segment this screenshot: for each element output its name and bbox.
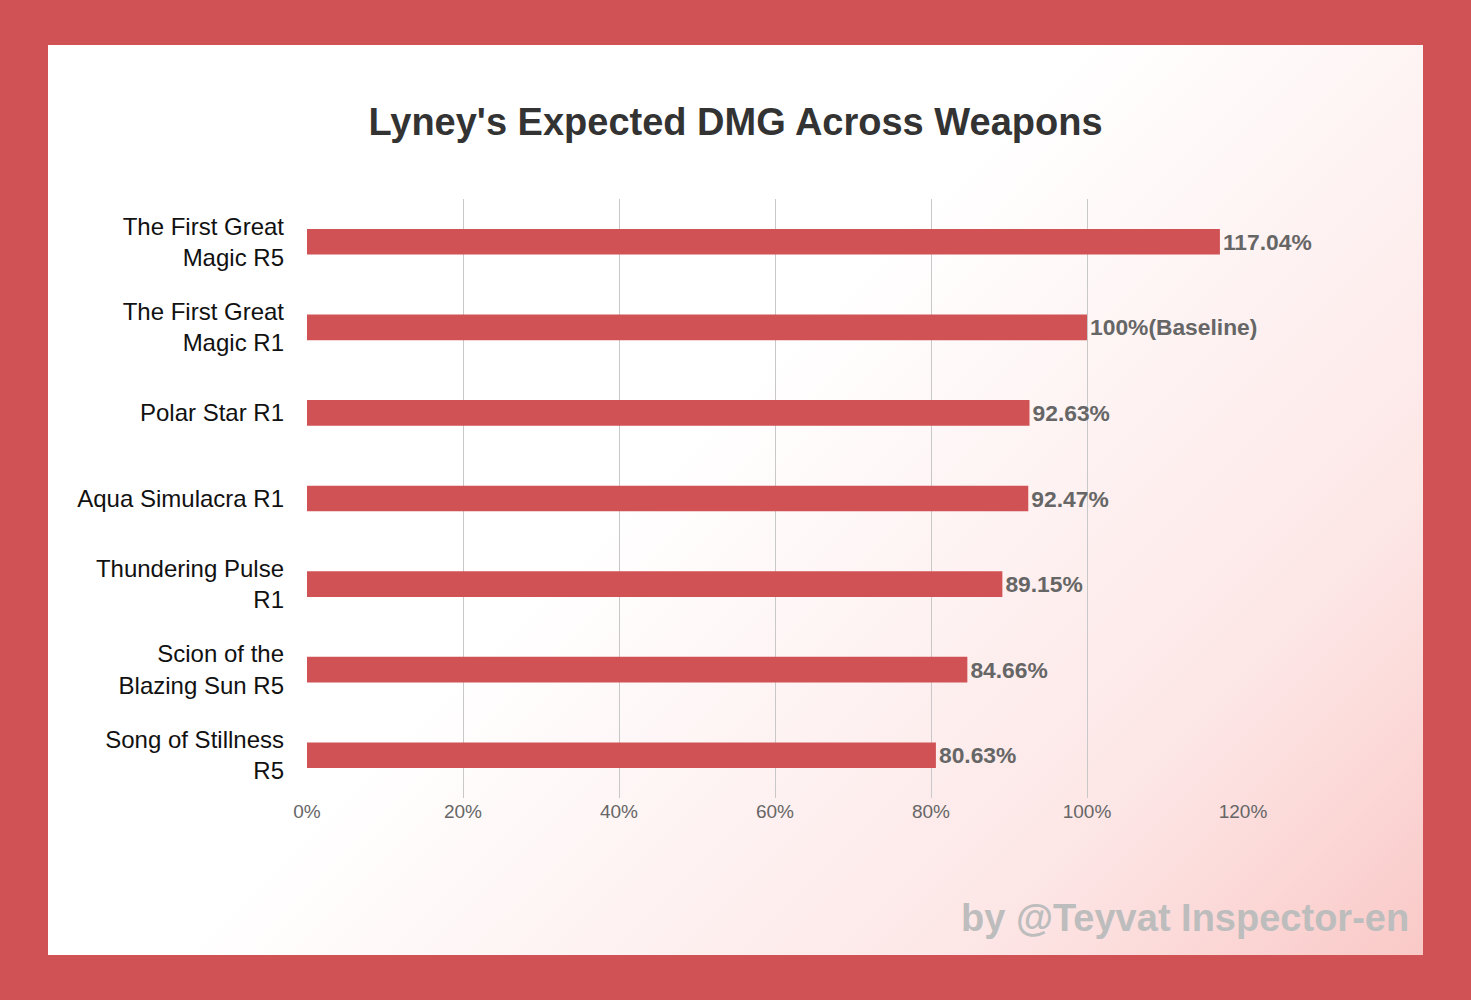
svg-text:by @Teyvat Inspector-en: by @Teyvat Inspector-en — [961, 897, 1409, 939]
svg-text:80%: 80% — [912, 801, 950, 822]
svg-text:120%: 120% — [1219, 801, 1268, 822]
svg-text:Polar Star R1: Polar Star R1 — [140, 399, 284, 426]
svg-text:The First GreatMagic R5: The First GreatMagic R5 — [123, 213, 285, 271]
svg-text:Thundering PulseR1: Thundering PulseR1 — [96, 555, 284, 613]
svg-text:Song of StillnessR5: Song of StillnessR5 — [105, 726, 284, 784]
svg-text:20%: 20% — [444, 801, 482, 822]
svg-text:89.15%: 89.15% — [1005, 571, 1082, 597]
svg-text:Aqua Simulacra R1: Aqua Simulacra R1 — [77, 485, 284, 512]
svg-text:60%: 60% — [756, 801, 794, 822]
svg-text:Lyney's Expected DMG Across We: Lyney's Expected DMG Across Weapons — [368, 101, 1102, 143]
svg-text:80.63%: 80.63% — [939, 742, 1016, 768]
svg-text:0%: 0% — [293, 801, 321, 822]
svg-text:100%: 100% — [1063, 801, 1112, 822]
svg-text:92.47%: 92.47% — [1031, 486, 1108, 512]
svg-text:92.63%: 92.63% — [1033, 400, 1110, 426]
svg-text:84.66%: 84.66% — [970, 657, 1047, 683]
svg-text:100%(Baseline): 100%(Baseline) — [1090, 314, 1257, 340]
svg-text:40%: 40% — [600, 801, 638, 822]
svg-text:Scion of theBlazing Sun R5: Scion of theBlazing Sun R5 — [119, 640, 284, 698]
svg-text:The First GreatMagic R1: The First GreatMagic R1 — [123, 298, 285, 356]
svg-text:117.04%: 117.04% — [1223, 229, 1312, 255]
